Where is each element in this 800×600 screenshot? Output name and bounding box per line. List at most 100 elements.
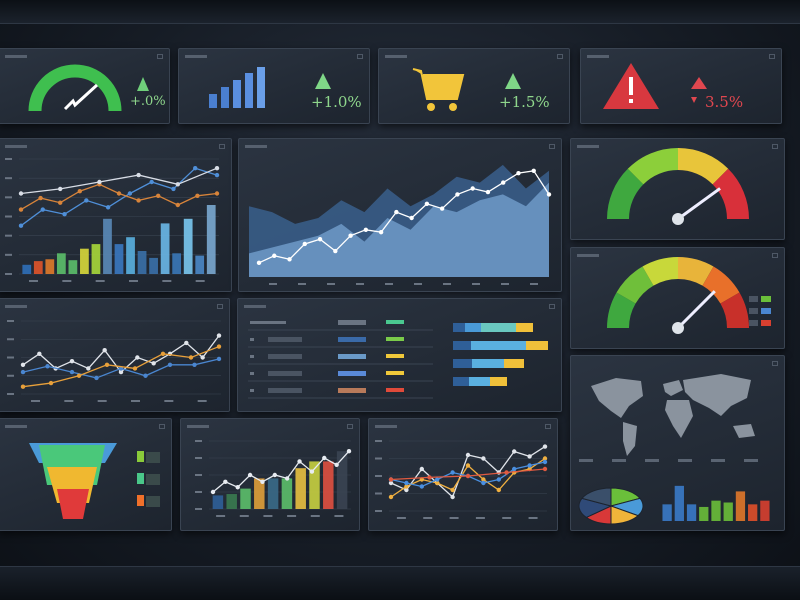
- close-icon[interactable]: [549, 144, 555, 149]
- x-tick-label: [423, 517, 433, 519]
- combo-chart: [5, 158, 220, 282]
- data-point: [546, 192, 552, 197]
- bar: [45, 259, 55, 274]
- legend-swatch: [137, 495, 144, 506]
- data-point: [184, 340, 189, 346]
- bar: [760, 500, 770, 521]
- data-point: [77, 189, 83, 194]
- panel-title: [577, 145, 599, 148]
- panel-title: [245, 145, 267, 148]
- data-point: [465, 463, 471, 468]
- data-point: [18, 223, 24, 228]
- map-legend-label: [579, 459, 593, 462]
- x-tick-label: [310, 515, 320, 517]
- close-icon[interactable]: [769, 54, 775, 59]
- x-tick-label: [31, 400, 40, 402]
- x-tick-label: [396, 517, 406, 519]
- bar: [240, 488, 251, 509]
- bottom-bar: [0, 566, 800, 600]
- series-line: [20, 167, 218, 195]
- data-point: [136, 172, 141, 178]
- x-tick-label: [334, 515, 344, 517]
- data-point: [58, 186, 63, 192]
- row-metric: [338, 388, 366, 393]
- line-chart: [7, 320, 222, 402]
- data-point: [496, 477, 501, 482]
- bar: [212, 495, 224, 509]
- line-chart-panel[interactable]: [0, 298, 230, 412]
- data-point: [156, 193, 161, 198]
- close-icon[interactable]: [157, 54, 163, 59]
- data-point: [48, 380, 54, 386]
- data-point: [37, 351, 42, 357]
- x-tick-label: [263, 515, 273, 517]
- map-legend-label: [744, 459, 758, 462]
- area-chart-panel[interactable]: [238, 138, 562, 292]
- bar: [172, 253, 182, 274]
- panel-title: [375, 425, 397, 428]
- x-tick-label: [62, 280, 72, 282]
- data-point: [470, 186, 475, 191]
- table-panel[interactable]: [237, 298, 562, 412]
- legend-swatch: [137, 473, 144, 484]
- gauge-segment: [607, 292, 636, 329]
- bar-line-panel[interactable]: [180, 418, 360, 531]
- row-metric: [338, 320, 366, 325]
- data-point: [214, 191, 220, 196]
- y-tick-label: [375, 440, 382, 442]
- data-point: [272, 253, 277, 258]
- status-bar: [386, 371, 404, 375]
- combo-chart-panel[interactable]: [0, 138, 232, 292]
- bar: [114, 244, 124, 274]
- gauge-panel-1[interactable]: [570, 138, 785, 240]
- map-panel[interactable]: [570, 355, 785, 531]
- data-point: [151, 361, 156, 366]
- x-tick-label: [269, 283, 277, 285]
- gauge-panel-2[interactable]: [570, 247, 785, 349]
- series-line: [20, 183, 218, 211]
- bar: [103, 218, 112, 274]
- data-point: [455, 192, 460, 197]
- bar: [735, 491, 746, 521]
- data-point: [439, 206, 445, 211]
- close-icon[interactable]: [159, 424, 165, 429]
- data-point: [143, 373, 148, 378]
- close-icon[interactable]: [357, 54, 363, 59]
- status-bar: [386, 320, 404, 324]
- kpi-card-orders[interactable]: +1.5%: [378, 48, 570, 124]
- data-point: [419, 484, 424, 489]
- kpi-value: +1.0%: [311, 93, 362, 111]
- close-icon[interactable]: [217, 304, 223, 309]
- multi-line-panel[interactable]: [368, 418, 558, 531]
- y-tick-label: [195, 457, 202, 459]
- data-point: [527, 463, 532, 468]
- close-icon[interactable]: [772, 144, 778, 149]
- kpi-card-speed[interactable]: +.0%: [0, 48, 170, 124]
- close-icon[interactable]: [347, 424, 353, 429]
- close-icon[interactable]: [219, 144, 225, 149]
- x-tick-label: [64, 400, 74, 402]
- close-icon[interactable]: [772, 361, 778, 366]
- data-point: [378, 229, 384, 235]
- data-point: [501, 180, 506, 185]
- bar: [160, 223, 170, 274]
- close-icon[interactable]: [557, 54, 563, 59]
- x-tick-label: [530, 283, 538, 285]
- data-point: [20, 384, 26, 389]
- trend-down-icon: [691, 97, 697, 103]
- close-icon[interactable]: [549, 304, 555, 309]
- trend-up-icon: [315, 73, 331, 89]
- data-point: [175, 202, 180, 208]
- data-point: [424, 201, 430, 207]
- close-icon[interactable]: [545, 424, 551, 429]
- row-name: [268, 388, 302, 393]
- kpi-card-alerts[interactable]: 3.5%: [580, 48, 782, 124]
- data-point: [348, 233, 353, 238]
- close-icon[interactable]: [772, 253, 778, 258]
- y-tick-label: [195, 508, 202, 510]
- shopping-cart-icon: [412, 68, 521, 111]
- kpi-value: +.0%: [130, 94, 166, 109]
- kpi-card-sales[interactable]: +1.0%: [178, 48, 370, 124]
- funnel-panel[interactable]: [0, 418, 172, 531]
- bar: [723, 502, 733, 521]
